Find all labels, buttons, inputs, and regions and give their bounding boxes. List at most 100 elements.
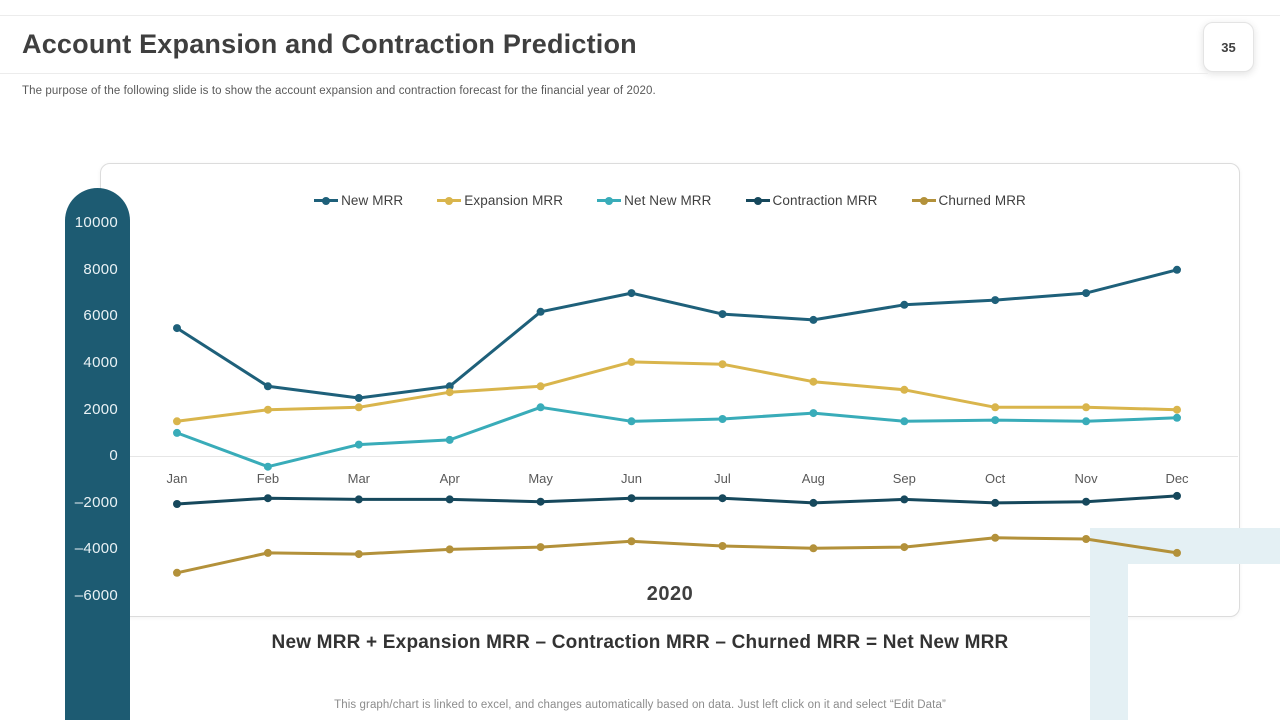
data-point (900, 385, 909, 394)
series-line (176, 405, 1178, 469)
data-point (627, 494, 636, 503)
data-point (809, 498, 818, 507)
legend-item: Expansion MRR (437, 193, 563, 208)
data-point (445, 388, 454, 397)
data-point (1082, 403, 1091, 412)
data-point (263, 405, 272, 414)
data-point (1082, 289, 1091, 298)
data-point (173, 500, 181, 508)
legend-label: Expansion MRR (464, 193, 564, 208)
data-point (173, 428, 181, 437)
data-point (627, 537, 636, 546)
data-point (445, 495, 454, 504)
data-point (173, 568, 181, 577)
legend-line-marker-icon (437, 196, 462, 205)
data-point (263, 382, 272, 391)
series-line (176, 494, 1178, 506)
series-line (176, 360, 1178, 423)
edit-data-note: This graph/chart is linked to excel, and… (334, 699, 946, 711)
legend-line-marker-icon (314, 196, 339, 205)
x-axis-month-label: Jan (166, 471, 188, 486)
data-point (536, 497, 545, 506)
data-point (354, 394, 363, 402)
slide-number-badge: 35 (1203, 22, 1254, 72)
page-subtitle: The purpose of the following slide is to… (22, 85, 656, 97)
data-point (1173, 265, 1181, 274)
legend-label: New MRR (341, 193, 404, 208)
y-axis-tick-label: –2000 (74, 493, 118, 511)
data-point (536, 403, 545, 412)
legend-line-marker-icon (911, 196, 936, 205)
legend-label: Contraction MRR (772, 193, 878, 208)
data-point (354, 403, 363, 412)
data-point (718, 310, 727, 319)
data-point (536, 382, 545, 391)
data-point (445, 545, 454, 554)
data-point (991, 533, 1000, 542)
data-point (900, 495, 909, 504)
data-point (718, 494, 727, 503)
y-axis-pill: 10000 8000 6000 4000 2000 0 –2000 –4000 –6000 (65, 188, 130, 720)
decorative-accent-vertical (1090, 528, 1128, 720)
data-point (991, 296, 1000, 305)
data-point (1173, 548, 1181, 557)
data-point (354, 550, 363, 559)
legend-line-marker-icon (745, 196, 770, 205)
legend-label: Net New MRR (624, 193, 712, 208)
x-axis-month-label: May (528, 471, 553, 486)
page-title: Account Expansion and Contraction Predic… (22, 29, 637, 59)
data-point (718, 360, 727, 369)
legend-item: New MRR (314, 193, 403, 208)
data-point (718, 542, 727, 550)
data-point (809, 409, 818, 418)
legend-item: Contraction MRR (745, 193, 878, 208)
x-axis-month-label: Aug (801, 471, 825, 486)
y-axis-tick-label: 0 (109, 447, 118, 465)
y-axis-tick-label: –4000 (74, 540, 118, 558)
x-axis-month-label: Mar (347, 471, 370, 486)
data-point (173, 417, 181, 426)
x-axis-period-label: 2020 (646, 583, 694, 605)
data-point (900, 300, 909, 309)
title-divider (0, 73, 1208, 74)
data-point (718, 415, 727, 423)
y-axis-tick-label: 6000 (83, 307, 118, 325)
y-axis-tick-label: –6000 (74, 587, 118, 605)
data-point (263, 462, 272, 471)
data-point (991, 498, 1000, 507)
zero-axis-line (130, 456, 1238, 457)
data-point (900, 417, 909, 426)
data-point (1173, 413, 1181, 422)
x-axis-month-label: Sep (892, 471, 916, 486)
x-axis-month-label: Jun (621, 471, 643, 486)
mrr-line-chart[interactable]: New MRR Expansion MRR Net New MRR Contracti… (100, 163, 1240, 617)
data-point (627, 357, 636, 366)
legend-item: Churned MRR (911, 193, 1026, 208)
top-divider (0, 15, 1280, 16)
data-point (1082, 417, 1091, 426)
data-point (1082, 535, 1091, 543)
data-point (900, 543, 909, 552)
chart-plot-area[interactable] (100, 163, 1240, 617)
x-axis-month-label: Jul (714, 471, 731, 486)
x-axis-month-label: Nov (1074, 471, 1098, 486)
data-point (445, 435, 454, 444)
data-point (263, 494, 272, 503)
y-axis-tick-label: 2000 (83, 400, 118, 418)
data-point (991, 403, 1000, 412)
data-point (627, 417, 636, 426)
data-point (1173, 405, 1181, 414)
y-axis-tick-label: 4000 (83, 354, 118, 372)
data-point (445, 382, 454, 391)
x-axis-month-label: Feb (256, 471, 280, 486)
mrr-formula-text: New MRR + Expansion MRR – Contraction MR… (271, 632, 1009, 653)
data-point (809, 544, 818, 553)
data-point (809, 315, 818, 324)
slide-number-value: 35 (1221, 39, 1236, 55)
y-axis-tick-label: 10000 (74, 214, 118, 232)
data-point (809, 377, 818, 386)
chart-legend: New MRR Expansion MRR Net New MRR Contracti… (100, 193, 1240, 208)
data-point (536, 307, 545, 316)
data-point (991, 416, 1000, 425)
data-point (1173, 491, 1181, 500)
